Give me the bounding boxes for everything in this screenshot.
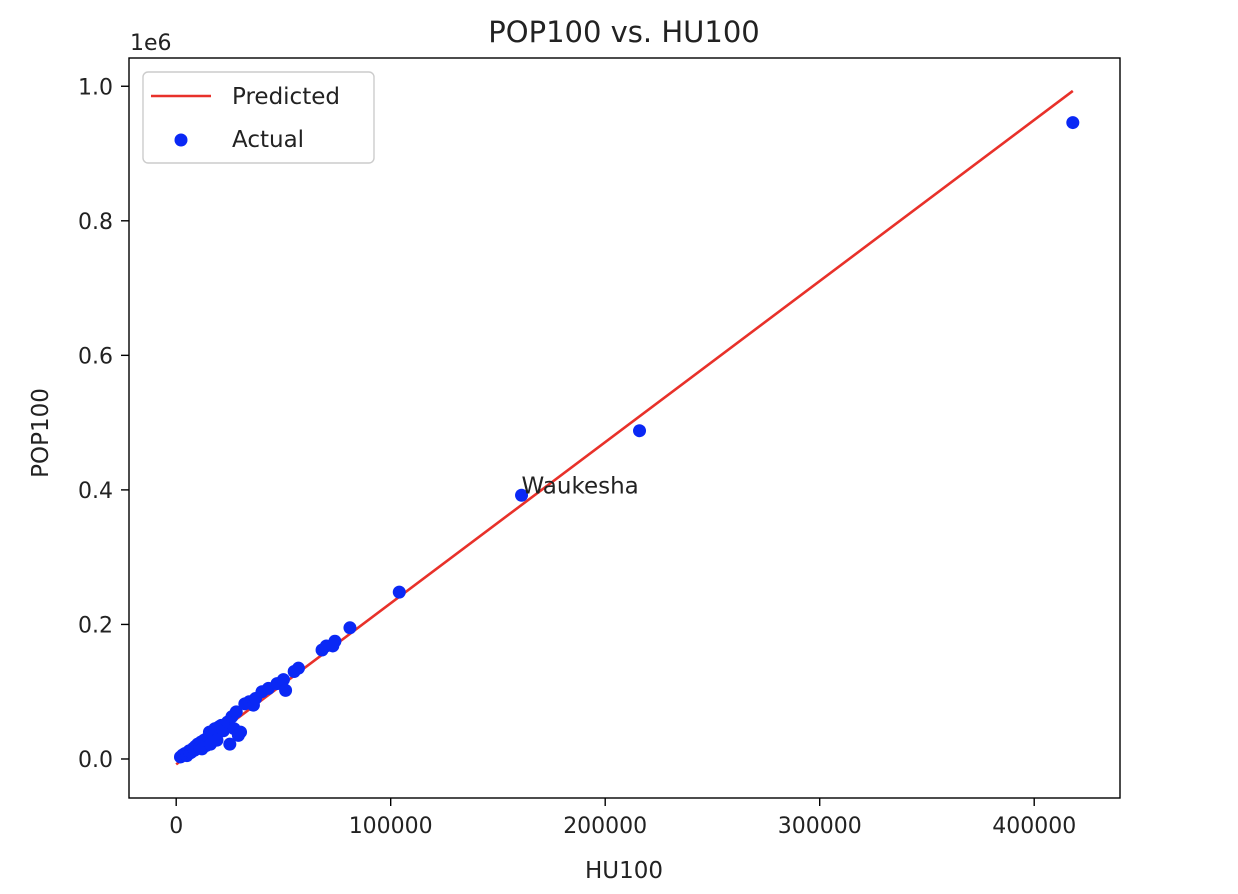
y-tick-label: 1.0 [78, 75, 113, 100]
x-axis-label: HU100 [585, 858, 663, 884]
legend-marker-swatch [174, 133, 188, 147]
y-tick-label: 0.0 [78, 748, 113, 773]
data-point [1066, 116, 1080, 130]
y-axis-label: POP100 [28, 388, 54, 478]
predicted-line [175, 89, 1074, 766]
data-point [276, 673, 290, 687]
legend: Predicted Actual [142, 71, 375, 164]
data-point [343, 621, 357, 635]
x-tick-label: 0 [169, 814, 183, 839]
data-point [279, 683, 293, 697]
x-tick-label: 300000 [778, 814, 862, 839]
y-tick-label: 0.6 [78, 344, 113, 369]
legend-label-predicted: Predicted [232, 84, 340, 110]
data-point [633, 424, 647, 438]
y-tick-label: 0.2 [78, 613, 113, 638]
x-tick-label: 100000 [349, 814, 433, 839]
data-point [328, 634, 342, 648]
x-tick-label: 200000 [563, 814, 647, 839]
point-annotation: Waukesha [522, 473, 639, 499]
plot-frame [128, 57, 1121, 799]
x-axis: 0 100000 200000 300000 400000 [169, 798, 1076, 839]
title-group: POP100 vs. HU100 [488, 15, 759, 49]
legend-label-actual: Actual [232, 127, 304, 153]
data-point [291, 661, 305, 675]
y-axis: 0.0 0.2 0.4 0.6 0.8 1.0 [78, 75, 129, 773]
data-point [392, 585, 406, 599]
data-point [515, 488, 529, 502]
plot-area: Waukesha [128, 57, 1121, 799]
x-tick-label: 400000 [992, 814, 1076, 839]
chart-title: POP100 vs. HU100 [488, 15, 759, 49]
data-point [229, 705, 243, 719]
y-tick-label: 0.8 [78, 210, 113, 235]
y-offset-label: 1e6 [130, 31, 172, 56]
data-point [234, 725, 248, 739]
data-point [223, 737, 237, 751]
y-tick-label: 0.4 [78, 479, 113, 504]
data-point [210, 733, 224, 747]
